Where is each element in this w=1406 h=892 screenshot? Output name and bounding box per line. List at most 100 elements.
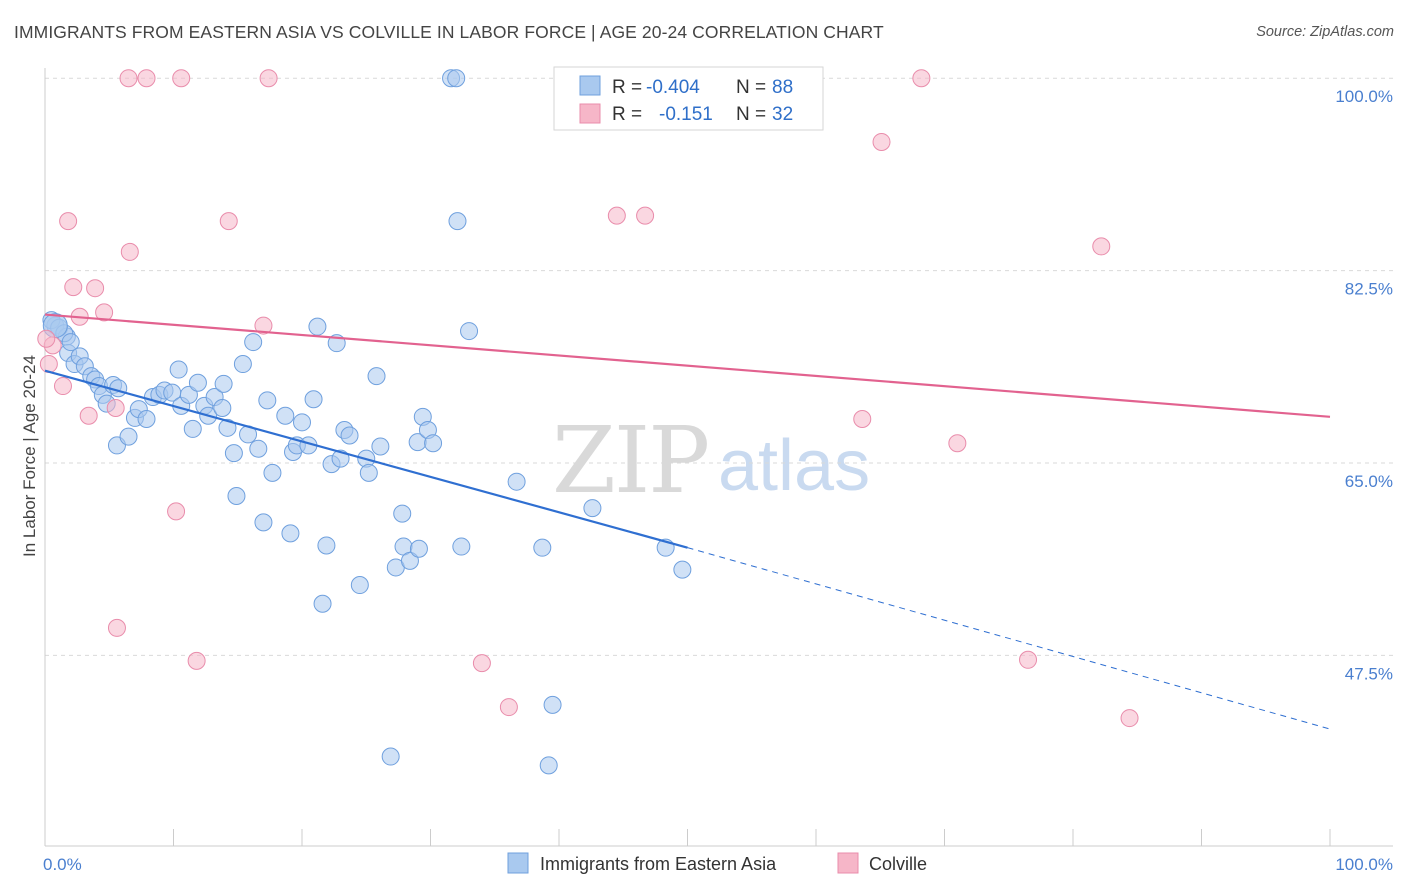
point-colville — [120, 242, 139, 261]
x-tick-label-min: 0.0% — [43, 855, 82, 874]
point-immigrants — [533, 538, 552, 557]
point-immigrants — [452, 537, 471, 556]
bottom-legend-swatch-1 — [507, 852, 529, 874]
point-immigrants — [543, 695, 562, 714]
stats-legend-n-label-2: N = — [736, 104, 766, 125]
point-colville — [872, 132, 891, 151]
series-immigrants-points — [42, 69, 692, 775]
point-immigrants — [359, 463, 378, 482]
point-immigrants — [227, 486, 246, 505]
point-immigrants — [214, 374, 233, 393]
x-tick-label-max: 100.0% — [1335, 855, 1393, 874]
point-immigrants — [400, 551, 419, 570]
point-immigrants — [218, 418, 237, 437]
series-colville-points — [37, 69, 1139, 728]
point-immigrants — [119, 427, 138, 446]
point-immigrants — [244, 333, 263, 352]
point-immigrants — [169, 360, 188, 379]
trend-lines — [44, 313, 1331, 730]
stats-legend-swatch-1 — [579, 75, 601, 96]
bottom-legend-label-1: Immigrants from Eastern Asia — [540, 854, 777, 874]
point-colville — [172, 69, 191, 88]
y-tick-label: 100.0% — [1335, 87, 1393, 106]
point-immigrants — [424, 434, 443, 453]
point-immigrants — [224, 444, 243, 463]
stats-legend-r-value-1: -0.404 — [646, 77, 700, 98]
point-colville — [59, 212, 78, 231]
point-immigrants — [188, 373, 207, 392]
point-immigrants — [409, 539, 428, 558]
point-colville — [948, 434, 967, 453]
point-colville — [37, 329, 56, 348]
point-colville — [607, 206, 626, 225]
point-immigrants — [281, 524, 300, 543]
point-immigrants — [213, 399, 232, 418]
y-tick-label: 47.5% — [1345, 664, 1393, 683]
point-colville — [472, 654, 491, 673]
point-immigrants — [448, 212, 467, 231]
stats-legend: R = -0.404 N = 88 R = -0.151 N = 32 — [553, 66, 824, 131]
point-colville — [219, 212, 238, 231]
point-immigrants — [381, 747, 400, 766]
point-immigrants — [350, 576, 369, 595]
point-colville — [1092, 237, 1111, 256]
point-immigrants — [308, 317, 327, 336]
point-immigrants — [673, 560, 692, 579]
point-colville — [499, 698, 518, 717]
chart-title: IMMIGRANTS FROM EASTERN ASIA VS COLVILLE… — [14, 22, 884, 42]
stats-legend-n-value-2: 32 — [772, 104, 793, 125]
point-colville — [137, 69, 156, 88]
point-colville — [106, 399, 125, 418]
point-immigrants — [258, 391, 277, 410]
point-immigrants — [249, 439, 268, 458]
point-immigrants — [539, 756, 558, 775]
point-immigrants — [61, 333, 80, 352]
point-immigrants — [507, 472, 526, 491]
point-immigrants — [183, 419, 202, 438]
point-immigrants — [371, 437, 390, 456]
stats-legend-r-value-2: -0.151 — [659, 104, 713, 125]
watermark-zip: ZIP — [552, 407, 708, 514]
point-immigrants — [447, 69, 466, 88]
point-immigrants — [313, 594, 332, 613]
point-immigrants — [393, 504, 412, 523]
point-immigrants — [179, 385, 198, 404]
point-immigrants — [460, 322, 479, 341]
stats-legend-swatch-2 — [579, 103, 601, 124]
point-colville — [1019, 650, 1038, 669]
point-immigrants — [263, 463, 282, 482]
trend-line-immigrants — [44, 369, 688, 549]
point-immigrants — [293, 413, 311, 432]
point-colville — [119, 69, 138, 88]
point-colville — [95, 303, 114, 322]
point-colville — [636, 206, 655, 225]
point-colville — [107, 618, 126, 637]
point-immigrants — [254, 513, 273, 532]
watermark-atlas: atlas — [718, 426, 870, 506]
point-colville — [64, 278, 83, 297]
point-immigrants — [276, 406, 295, 425]
point-colville — [79, 406, 98, 425]
point-colville — [53, 377, 72, 396]
bottom-legend-label-2: Colville — [869, 854, 927, 874]
stats-legend-r-label-1: R = — [612, 77, 642, 98]
source-credit: Source: ZipAtlas.com — [1256, 24, 1394, 40]
y-tick-label: 65.0% — [1345, 472, 1393, 491]
point-colville — [853, 410, 872, 429]
point-colville — [167, 502, 186, 521]
trend-line-immigrants-extension — [687, 547, 1331, 730]
point-immigrants — [317, 536, 336, 555]
trend-line-colville — [44, 313, 1331, 418]
stats-legend-n-value-1: 88 — [772, 77, 793, 98]
point-colville — [187, 651, 206, 670]
point-colville — [259, 69, 278, 88]
point-colville — [1120, 709, 1139, 728]
point-immigrants — [583, 499, 602, 518]
point-immigrants — [137, 410, 156, 429]
stats-legend-n-label-1: N = — [736, 77, 766, 98]
x-ticks — [44, 829, 1331, 846]
y-axis-title: In Labor Force | Age 20-24 — [20, 355, 39, 557]
point-immigrants — [233, 355, 252, 374]
bottom-legend: Immigrants from Eastern Asia Colville — [507, 852, 927, 874]
